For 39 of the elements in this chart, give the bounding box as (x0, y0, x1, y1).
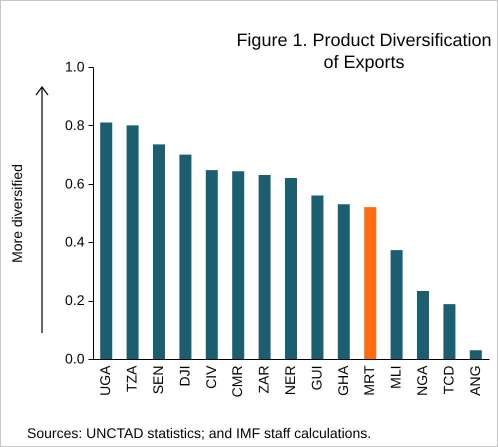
x-tick-label: TZA (124, 364, 140, 392)
bar (470, 350, 482, 359)
bar (232, 171, 244, 359)
bar (364, 207, 376, 359)
x-tick-label: ZAR (256, 366, 272, 394)
y-tick-label: 0.6 (65, 175, 85, 192)
bar (206, 170, 218, 359)
x-tick-label: CMR (229, 366, 246, 398)
bar (126, 125, 139, 359)
x-tick-label: NGA (414, 364, 430, 396)
source-note: Sources: UNCTAD statistics; and IMF staff calculations. (27, 425, 372, 441)
x-tick-label: GHA (334, 364, 351, 396)
x-tick-label: SEN (150, 366, 166, 394)
bar (417, 290, 429, 359)
x-tick-label: CIV (202, 364, 219, 389)
bar (390, 250, 403, 359)
x-tick-label: MLI (388, 366, 404, 389)
chart-title: Figure 1. Product Diversification of Exports (235, 29, 493, 73)
bar (443, 304, 456, 359)
x-tick-label: MRT (361, 365, 378, 396)
bar (258, 175, 271, 359)
bar (285, 178, 297, 359)
x-tick-label: DJI (176, 366, 192, 386)
y-tick-label: 0.0 (65, 350, 85, 366)
x-tick-label: ANG (466, 366, 483, 396)
x-tick-label: NER (282, 366, 298, 396)
bar (179, 154, 192, 359)
y-axis-title: More diversified (9, 164, 26, 263)
y-tick-label: 0.4 (65, 234, 85, 250)
y-tick-label: 0.8 (65, 116, 85, 133)
x-tick-label: UGA (97, 364, 114, 396)
x-tick-label: TCD (440, 366, 456, 394)
y-tick-label: 0.2 (65, 292, 85, 308)
x-tick-label: GUI (308, 366, 324, 390)
bar (311, 195, 324, 359)
bar (338, 204, 350, 359)
y-tick-label: 1.0 (65, 58, 85, 74)
bar (153, 144, 165, 359)
bar (100, 122, 112, 359)
